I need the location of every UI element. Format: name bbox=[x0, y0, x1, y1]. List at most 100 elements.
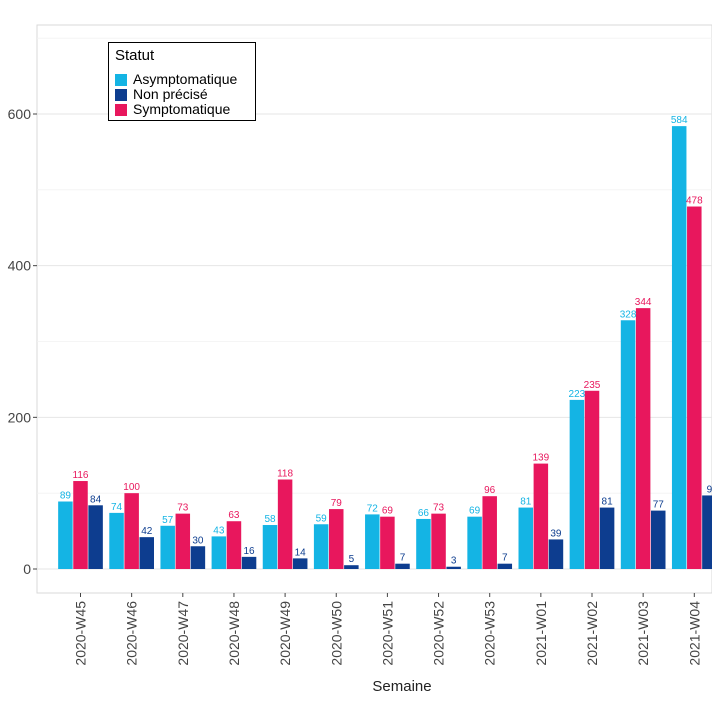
bar bbox=[262, 525, 278, 569]
data-label: 14 bbox=[295, 547, 307, 558]
data-label: 584 bbox=[671, 115, 688, 126]
x-tick-label: 2021-W04 bbox=[686, 601, 702, 666]
axis-layer: 0 200 400 600 2020-W45 2020-W46 2020-W47 2020-W… bbox=[8, 106, 703, 666]
data-label: 59 bbox=[316, 513, 328, 524]
data-label: 7 bbox=[502, 553, 508, 564]
x-tick-label: 2021-W03 bbox=[635, 601, 651, 666]
bar bbox=[241, 556, 257, 569]
data-label: 39 bbox=[550, 528, 562, 539]
bar bbox=[416, 518, 431, 569]
data-label: 72 bbox=[367, 503, 379, 514]
bar bbox=[277, 479, 293, 569]
data-label: 235 bbox=[584, 380, 601, 391]
legend-item: Symptomatique bbox=[115, 102, 230, 117]
bar bbox=[620, 320, 636, 569]
data-label: 57 bbox=[162, 515, 174, 526]
data-label: 43 bbox=[213, 525, 225, 536]
data-label: 81 bbox=[520, 497, 532, 508]
bar bbox=[395, 563, 410, 569]
data-label: 96 bbox=[484, 485, 496, 496]
data-label: 79 bbox=[331, 498, 343, 509]
data-label: 5 bbox=[349, 554, 355, 565]
bar bbox=[497, 563, 513, 569]
labels-layer: 8911684741004257733043631658118145979572… bbox=[60, 115, 712, 567]
data-label: 223 bbox=[569, 389, 586, 400]
legend-item: Non précisé bbox=[115, 87, 208, 102]
x-tick-label: 2021-W01 bbox=[533, 601, 549, 666]
data-label: 73 bbox=[177, 503, 189, 514]
legend-item: Asymptomatique bbox=[115, 72, 237, 87]
data-label: 77 bbox=[653, 500, 665, 511]
legend-swatch bbox=[115, 103, 127, 116]
bar bbox=[482, 496, 497, 569]
bar bbox=[635, 308, 651, 569]
data-label: 69 bbox=[382, 506, 394, 517]
x-tick-label: 2020-W50 bbox=[328, 601, 344, 666]
bar bbox=[548, 539, 564, 569]
data-label: 84 bbox=[90, 494, 102, 505]
bar bbox=[431, 513, 446, 569]
data-label: 7 bbox=[400, 553, 406, 564]
data-label: 344 bbox=[635, 297, 652, 308]
data-label: 100 bbox=[123, 482, 140, 493]
x-tick-label: 2021-W02 bbox=[584, 601, 600, 666]
bar bbox=[109, 512, 124, 569]
data-label: 73 bbox=[433, 503, 445, 514]
plot-panel bbox=[36, 24, 712, 594]
bar bbox=[58, 501, 73, 569]
bar bbox=[467, 516, 482, 569]
y-tick-label: 0 bbox=[23, 561, 31, 577]
data-label: 3 bbox=[451, 556, 457, 567]
bar bbox=[446, 566, 461, 569]
x-axis-title: Semaine bbox=[372, 678, 431, 695]
bar bbox=[139, 537, 154, 569]
bar bbox=[313, 524, 329, 569]
legend-swatch bbox=[115, 73, 127, 86]
legend-label: Asymptomatique bbox=[133, 71, 238, 87]
data-label: 81 bbox=[602, 497, 614, 508]
legend-title: Statut bbox=[115, 47, 155, 64]
bar bbox=[569, 399, 585, 569]
bar bbox=[651, 510, 666, 569]
bar bbox=[599, 507, 615, 569]
y-tick-label: 400 bbox=[8, 258, 32, 274]
bar bbox=[292, 558, 308, 569]
bar bbox=[175, 513, 191, 569]
bar bbox=[365, 514, 380, 569]
data-label: 118 bbox=[277, 469, 293, 480]
bar bbox=[124, 493, 139, 569]
data-label: 89 bbox=[60, 491, 72, 502]
bar bbox=[380, 516, 395, 569]
data-label: 478 bbox=[686, 196, 703, 207]
data-label: 69 bbox=[469, 506, 481, 517]
bar bbox=[518, 507, 533, 569]
data-label: 58 bbox=[264, 514, 276, 525]
bar bbox=[226, 521, 242, 569]
data-label: 30 bbox=[192, 535, 204, 546]
bar bbox=[671, 126, 687, 569]
data-label: 16 bbox=[243, 546, 255, 557]
x-tick-label: 2020-W51 bbox=[379, 601, 395, 666]
data-label: 66 bbox=[418, 508, 430, 519]
x-tick-label: 2020-W48 bbox=[226, 601, 242, 666]
x-tick-label: 2020-W49 bbox=[277, 601, 293, 666]
legend-label: Symptomatique bbox=[133, 101, 231, 117]
x-tick-label: 2020-W45 bbox=[73, 601, 89, 666]
data-label: 328 bbox=[620, 309, 637, 320]
data-label: 42 bbox=[141, 526, 153, 537]
bar bbox=[584, 390, 600, 569]
y-tick-label: 600 bbox=[8, 106, 32, 122]
y-tick-label: 200 bbox=[8, 409, 32, 425]
bar bbox=[533, 463, 549, 569]
bar bbox=[702, 495, 712, 569]
data-label: 116 bbox=[73, 470, 89, 481]
data-label: 9 bbox=[707, 484, 712, 495]
bar bbox=[190, 546, 206, 569]
data-label: 63 bbox=[228, 510, 240, 521]
legend-label: Non précisé bbox=[133, 86, 208, 102]
bar bbox=[73, 481, 88, 569]
bar bbox=[160, 525, 175, 569]
x-tick-label: 2020-W52 bbox=[431, 601, 447, 666]
data-label: 139 bbox=[533, 453, 550, 464]
